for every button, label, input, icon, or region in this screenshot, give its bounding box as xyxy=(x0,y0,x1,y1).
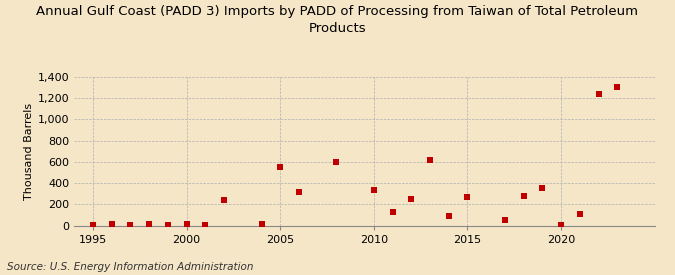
Y-axis label: Thousand Barrels: Thousand Barrels xyxy=(24,103,34,200)
Point xyxy=(500,218,510,222)
Point xyxy=(88,223,99,227)
Point xyxy=(294,190,304,194)
Point xyxy=(144,222,155,227)
Point xyxy=(574,212,585,216)
Point xyxy=(518,194,529,198)
Point xyxy=(443,214,454,218)
Point xyxy=(593,92,604,96)
Point xyxy=(256,222,267,227)
Text: Annual Gulf Coast (PADD 3) Imports by PADD of Processing from Taiwan of Total Pe: Annual Gulf Coast (PADD 3) Imports by PA… xyxy=(36,6,639,35)
Point xyxy=(387,210,398,214)
Point xyxy=(200,223,211,227)
Point xyxy=(181,222,192,227)
Point xyxy=(425,158,435,162)
Point xyxy=(406,197,416,201)
Point xyxy=(219,198,230,202)
Point xyxy=(275,165,286,169)
Text: Source: U.S. Energy Information Administration: Source: U.S. Energy Information Administ… xyxy=(7,262,253,272)
Point xyxy=(163,222,173,227)
Point xyxy=(331,160,342,164)
Point xyxy=(369,188,379,192)
Point xyxy=(106,222,117,227)
Point xyxy=(556,223,566,227)
Point xyxy=(537,186,548,191)
Point xyxy=(462,195,473,199)
Point xyxy=(125,222,136,227)
Point xyxy=(612,85,623,89)
